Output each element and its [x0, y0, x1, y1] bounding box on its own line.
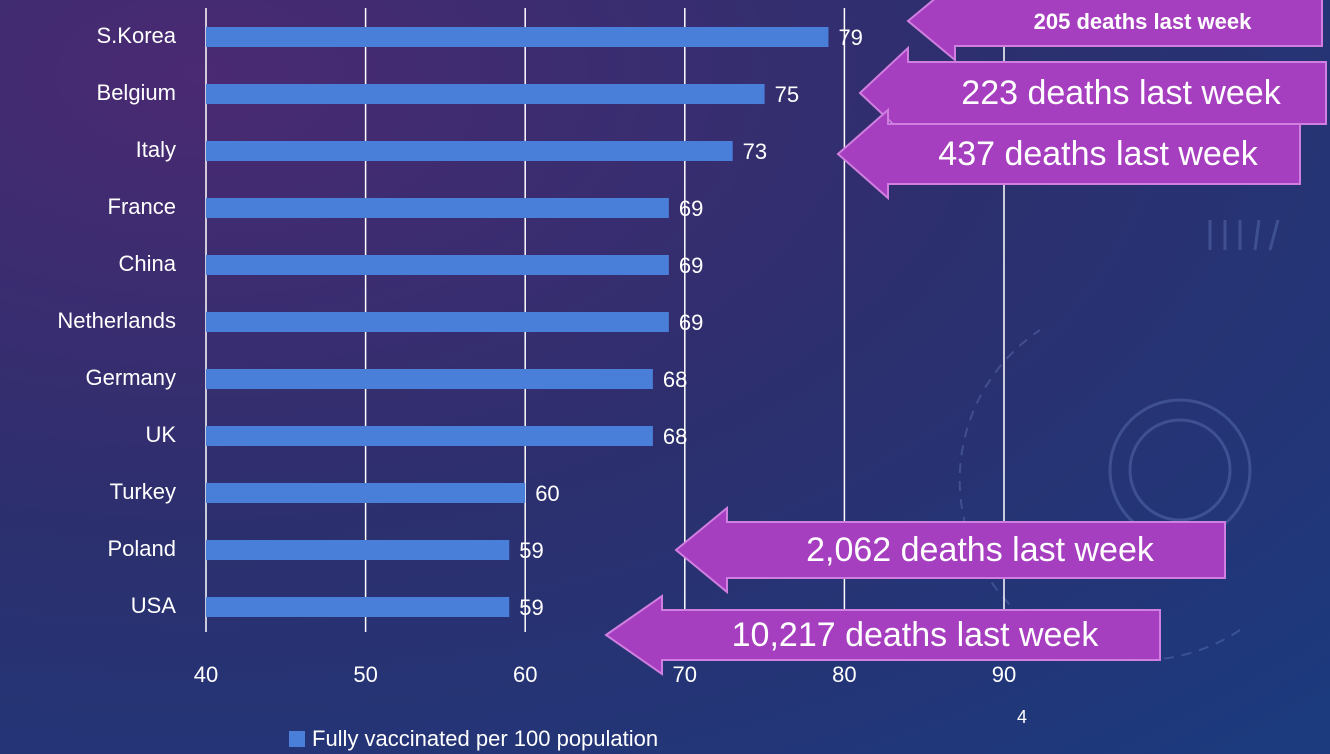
bar: [206, 312, 669, 332]
callout-arrow: [836, 107, 1301, 201]
bar: [206, 483, 526, 503]
y-tick-label: China: [119, 251, 177, 276]
x-tick-label: 80: [832, 662, 856, 687]
bar: [206, 540, 510, 560]
y-tick-label: Turkey: [110, 479, 176, 504]
y-tick-label: Netherlands: [57, 308, 176, 333]
x-tick-label: 40: [194, 662, 218, 687]
annotation: 10,217 deaths last week: [732, 616, 1100, 654]
data-label: 68: [663, 367, 687, 392]
slide-number: 4: [1017, 707, 1027, 727]
annotation: 2,062 deaths last week: [806, 531, 1155, 569]
data-label: 73: [743, 139, 767, 164]
bar: [206, 141, 733, 161]
annotation: 223 deaths last week: [961, 74, 1281, 112]
bar: [206, 369, 653, 389]
data-label: 69: [679, 196, 703, 221]
data-label: 59: [519, 538, 543, 563]
callout-arrow: [674, 505, 1226, 595]
bar: [206, 426, 653, 446]
data-label: 69: [679, 253, 703, 278]
y-tick-label: S.Korea: [97, 23, 177, 48]
data-label: 68: [663, 424, 687, 449]
bar: [206, 255, 669, 275]
y-tick-label: Belgium: [97, 80, 176, 105]
data-label: 69: [679, 310, 703, 335]
callout-arrow: [906, 0, 1323, 63]
y-tick-label: Poland: [107, 536, 176, 561]
y-tick-label: USA: [131, 593, 177, 618]
x-tick-label: 90: [992, 662, 1016, 687]
bar: [206, 27, 829, 47]
annotation: 437 deaths last week: [938, 135, 1258, 173]
bar: [206, 597, 510, 617]
data-label: 79: [838, 25, 862, 50]
x-tick-label: 60: [513, 662, 537, 687]
bar: [206, 198, 669, 218]
bar: [206, 84, 765, 104]
legend-swatch: [289, 731, 305, 747]
y-tick-label: Italy: [136, 137, 176, 162]
y-tick-label: UK: [145, 422, 176, 447]
data-label: 60: [535, 481, 559, 506]
x-tick-label: 50: [353, 662, 377, 687]
annotation: 205 deaths last week: [1034, 9, 1252, 34]
data-label: 59: [519, 595, 543, 620]
callout-arrow: [604, 594, 1161, 676]
legend-label: Fully vaccinated per 100 population: [312, 726, 658, 751]
y-tick-label: France: [108, 194, 176, 219]
y-tick-label: Germany: [86, 365, 176, 390]
x-tick-label: 70: [673, 662, 697, 687]
data-label: 75: [775, 82, 799, 107]
